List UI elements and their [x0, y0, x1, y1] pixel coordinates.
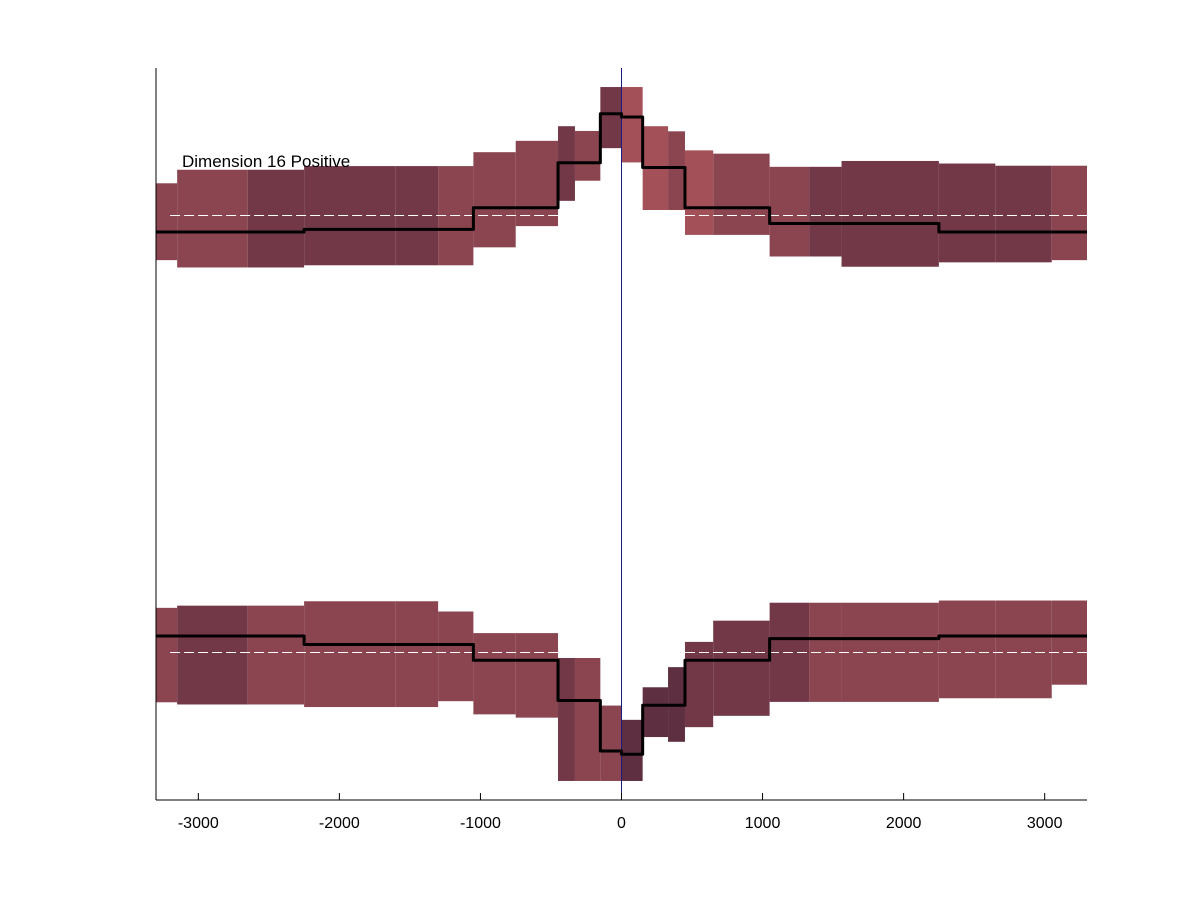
x-tick-label-2: -1000: [460, 815, 501, 832]
lower-band-segment-5: [438, 611, 474, 702]
lower-band-segment-2: [247, 605, 305, 705]
lower-band-segment-21: [1051, 600, 1087, 685]
lower-band-segment-7: [515, 633, 559, 718]
x-ticks-layer: -3000 -2000 -1000 0 1000 2000 3000: [178, 793, 1063, 832]
lower-band-segment-14: [684, 641, 714, 728]
upper-band-segment-2: [247, 169, 305, 268]
lower-band-segment-1: [177, 605, 248, 705]
upper-band-segment-14: [684, 150, 714, 235]
upper-band-segment-1: [177, 169, 248, 268]
lower-band-segment-19: [938, 600, 996, 699]
center-lines-layer: [156, 112, 1087, 756]
x-tick-label-0: -3000: [178, 815, 219, 832]
upper-band-segment-9: [574, 130, 601, 181]
upper-band-segment-16: [769, 166, 810, 257]
lower-band-segment-6: [473, 633, 516, 715]
lower-band-segment-12: [642, 687, 669, 738]
lower-band-segment-4: [395, 601, 439, 708]
upper-band-segment-0: [156, 183, 178, 261]
upper-band-segment-15: [713, 153, 770, 235]
lower-band-segment-15: [713, 620, 770, 716]
upper-band-segment-21: [1051, 165, 1087, 261]
x-tick-label-5: 2000: [886, 815, 922, 832]
upper-band-segment-17: [809, 166, 842, 257]
upper-band-segment-7: [515, 140, 559, 227]
x-tick-label-6: 3000: [1027, 815, 1063, 832]
chart-title: Dimension 16 Positive: [182, 152, 350, 171]
upper-band-segment-6: [473, 152, 516, 248]
x-tick-label-4: 1000: [745, 815, 781, 832]
lower-center-line: [156, 634, 1087, 756]
lower-band-segment-10: [600, 705, 622, 781]
lower-band-segment-9: [574, 657, 601, 781]
upper-band-segment-11: [621, 87, 643, 163]
lower-band-segment-0: [156, 607, 178, 703]
x-tick-label-1: -2000: [319, 815, 360, 832]
lower-band-segment-11: [621, 719, 643, 781]
baseline-dashed-layer: [170, 214, 1087, 654]
lower-band-segment-3: [304, 601, 396, 708]
lower-band-segment-8: [558, 657, 575, 781]
upper-center-line: [156, 112, 1087, 234]
upper-band-segment-19: [938, 163, 996, 263]
upper-band-segment-18: [841, 160, 939, 267]
upper-band-segment-10: [600, 87, 622, 149]
x-tick-label-3: 0: [617, 815, 626, 832]
upper-band-segment-20: [995, 165, 1052, 263]
upper-band-segment-13: [668, 131, 685, 211]
lower-band-segment-20: [995, 600, 1052, 699]
